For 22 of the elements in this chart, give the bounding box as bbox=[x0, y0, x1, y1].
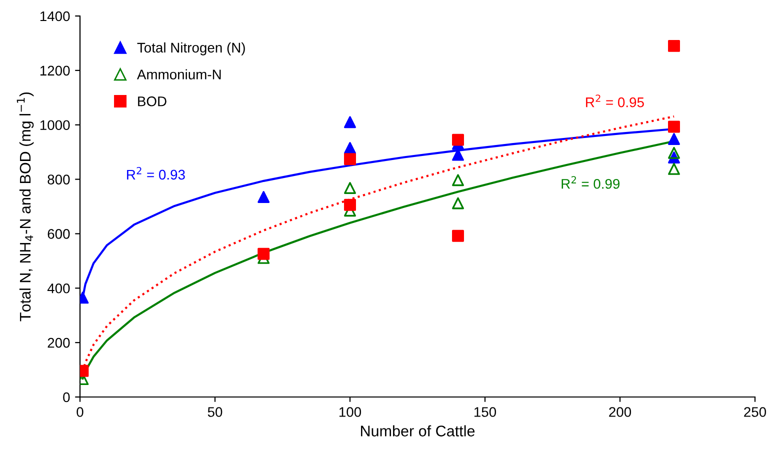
x-tick-label: 50 bbox=[208, 407, 222, 417]
annotation: R$^{2}$ = 0.99 bbox=[562, 176, 620, 189]
x-tick-label: 150 bbox=[474, 407, 496, 417]
legend-label: Total Nitrogen (N) bbox=[137, 42, 245, 56]
x-tick-label: 0 bbox=[76, 407, 84, 417]
y-tick-label: 0 bbox=[63, 392, 70, 402]
x-tick-label: 200 bbox=[609, 407, 632, 417]
legend-label: BOD bbox=[138, 96, 166, 106]
annotation: R$^{2}$ = 0.95 bbox=[586, 94, 644, 108]
y-tick-label: 1000 bbox=[40, 120, 70, 130]
y-tick-label: 600 bbox=[48, 229, 70, 239]
y-tick-label: 200 bbox=[48, 338, 70, 348]
x-tick-label: 250 bbox=[744, 407, 766, 417]
x-axis-title: Number of Cattle bbox=[361, 425, 475, 436]
y-tick-label: 400 bbox=[47, 283, 70, 294]
y-tick-label: 1200 bbox=[40, 66, 70, 76]
x-tick-label: 100 bbox=[339, 407, 362, 417]
legend-label: Ammonium-N bbox=[136, 69, 221, 80]
y-tick-label: 1400 bbox=[40, 11, 70, 22]
y-axis-title: Total N, NH$_{4}$-N and BOD (mg l$^{−1}$) bbox=[16, 92, 34, 322]
y-tick-label: 800 bbox=[48, 174, 70, 184]
annotation: R$^{2}$ = 0.93 bbox=[127, 166, 185, 180]
